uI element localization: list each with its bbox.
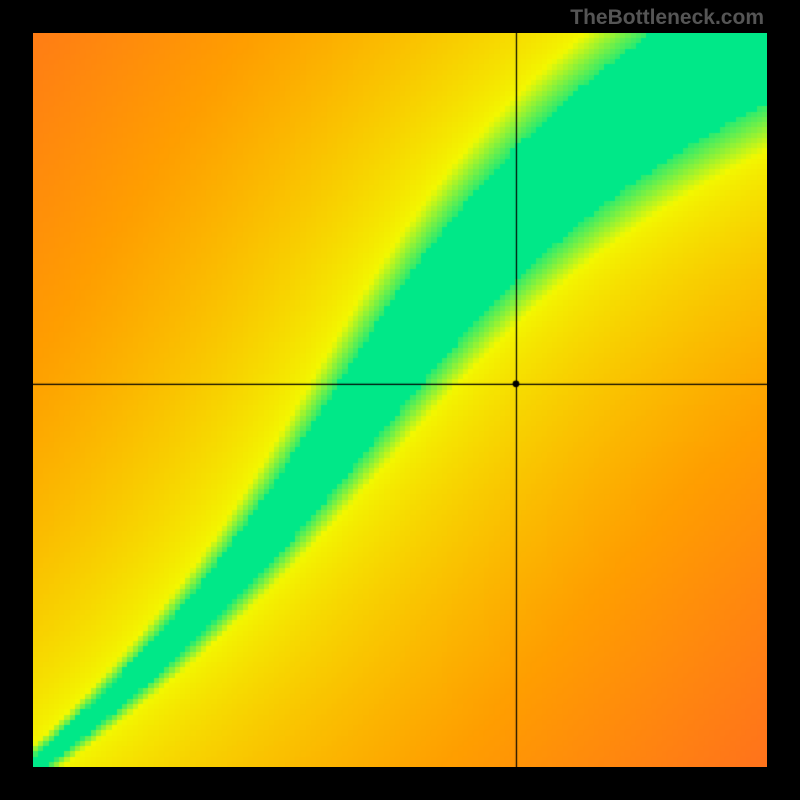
chart-container: TheBottleneck.com [0, 0, 800, 800]
watermark-text: TheBottleneck.com [570, 6, 764, 30]
bottleneck-heatmap [33, 33, 767, 767]
